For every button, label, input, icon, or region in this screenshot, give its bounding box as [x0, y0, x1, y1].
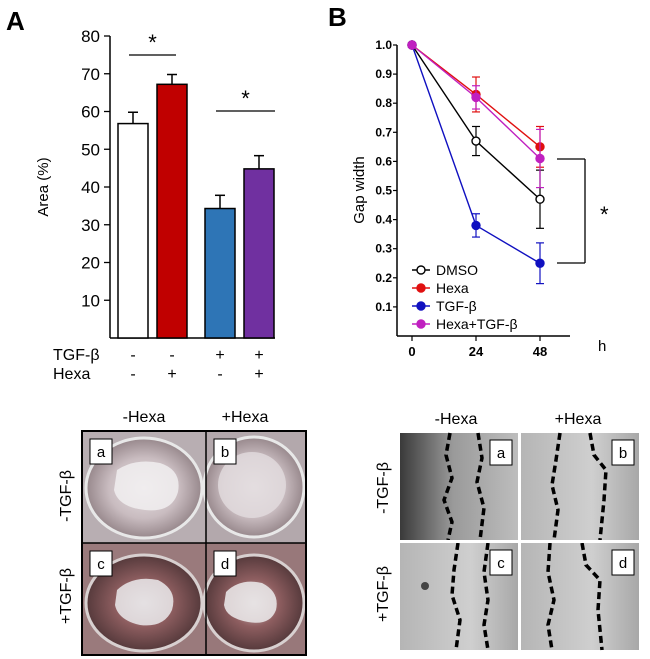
condition-row-label: Hexa [53, 366, 90, 383]
bar [204, 207, 236, 339]
well-photo-a: a [82, 431, 206, 543]
panel-letter-b: B [328, 2, 347, 32]
legend-label: DMSO [436, 262, 478, 278]
line-y-tick-label: 0.3 [375, 242, 392, 256]
bar-y-tick-label: 80 [81, 27, 100, 46]
legend-label: Hexa [436, 280, 469, 296]
panel-letter-a: A [6, 6, 25, 36]
line-y-tick-label: 0.8 [375, 96, 392, 110]
tile-label-c: c [97, 556, 105, 573]
scratch-photo-a: a [400, 432, 518, 541]
bar-y-tick-label: 60 [81, 103, 100, 122]
condition-mark: + [167, 366, 176, 383]
bar-y-tick-label: 50 [81, 140, 100, 159]
line-x-axis-label: h [598, 338, 606, 355]
well-photo-b: b [202, 431, 306, 543]
series-point [407, 40, 417, 50]
tile-label-d: d [221, 556, 229, 573]
well-photo-c: c [82, 543, 206, 655]
line-y-tick-label: 0.6 [375, 154, 392, 168]
bar-y-tick-label: 10 [81, 291, 100, 310]
series-point [535, 153, 545, 164]
col-header-minus-hexa: -Hexa [123, 409, 166, 426]
line-x-tick-label: 0 [408, 344, 415, 359]
series-point [471, 92, 481, 103]
condition-mark: - [130, 366, 135, 383]
legend-marker [416, 265, 426, 275]
condition-mark: - [169, 347, 174, 364]
bar-chart-area: 10 20 30 40 50 60 70 80 * * Area (%) TGF-β - - + + He… [35, 27, 275, 383]
micro-tile-label-d: d [619, 555, 627, 572]
condition-mark: - [217, 366, 222, 383]
series-line [411, 44, 541, 200]
condition-mark: - [130, 347, 135, 364]
condition-row-label: TGF-β [53, 347, 100, 364]
bar-y-tick-label: 40 [81, 178, 100, 197]
micro-row-header-minus-tgf: -TGF-β [375, 462, 392, 514]
micro-row-header-plus-tgf: +TGF-β [375, 566, 392, 622]
significance-star: * [241, 86, 250, 111]
line-y-tick-label: 0.9 [375, 67, 392, 81]
micro-col-header-plus-hexa: +Hexa [555, 411, 602, 428]
legend-marker [416, 283, 426, 293]
bar-y-tick-label: 70 [81, 65, 100, 84]
line-y-axis-label: Gap width [351, 156, 368, 224]
line-y-tick-label: 0.4 [375, 213, 392, 227]
line-x-tick-label: 24 [469, 344, 484, 359]
series-point [471, 136, 481, 146]
significance-star: * [148, 30, 157, 55]
legend-marker [416, 301, 426, 311]
significance-star: * [600, 202, 609, 227]
line-y-tick-label: 1.0 [375, 38, 392, 52]
bar [156, 83, 188, 339]
legend-marker [416, 319, 426, 329]
condition-mark: + [254, 347, 263, 364]
micro-tile-label-c: c [497, 555, 505, 572]
line-chart-area: 0.1 0.2 0.3 0.4 0.5 0.6 0.7 0.8 0.9 1.0 0 24 48 Gap … [351, 38, 609, 359]
scratch-photo-c: c [400, 542, 518, 651]
bar-y-tick-label: 20 [81, 254, 100, 273]
condition-mark: + [254, 366, 263, 383]
micro-tile-label-b: b [619, 445, 627, 462]
series-point [535, 258, 545, 268]
micro-tile-label-a: a [497, 445, 506, 462]
line-y-tick-label: 0.5 [375, 184, 392, 198]
bar-y-axis-label: Area (%) [35, 157, 52, 216]
line-y-tick-label: 0.7 [375, 125, 392, 139]
well-photo-d: d [202, 543, 306, 655]
col-header-plus-hexa: +Hexa [222, 409, 269, 426]
condition-mark: + [215, 347, 224, 364]
row-header-plus-tgf: +TGF-β [58, 568, 75, 624]
line-x-tick-label: 48 [533, 344, 547, 359]
bar [243, 168, 275, 339]
series-point [471, 220, 481, 231]
bar [117, 122, 149, 339]
tile-label-b: b [221, 444, 229, 461]
well-photo-grid: -Hexa +Hexa -TGF-β +TGF-β a b c [58, 409, 307, 656]
legend-label: Hexa+TGF-β [436, 316, 518, 332]
scratch-photo-grid: -Hexa +Hexa -TGF-β +TGF-β a b c [375, 411, 639, 651]
tile-label-a: a [97, 444, 106, 461]
scratch-photo-d: d [521, 542, 639, 651]
row-header-minus-tgf: -TGF-β [58, 470, 75, 522]
micro-col-header-minus-hexa: -Hexa [435, 411, 478, 428]
bar-y-tick-label: 30 [81, 216, 100, 235]
legend-label: TGF-β [436, 298, 477, 314]
line-y-tick-label: 0.2 [375, 271, 392, 285]
line-y-tick-label: 0.1 [375, 300, 392, 314]
series-point [535, 194, 545, 204]
scratch-photo-b: b [521, 432, 639, 541]
significance-bracket: * [557, 158, 609, 264]
